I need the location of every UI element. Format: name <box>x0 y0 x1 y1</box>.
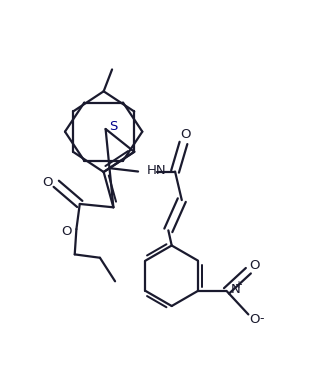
Text: O: O <box>249 313 260 326</box>
Text: O: O <box>62 226 72 239</box>
Text: -: - <box>260 312 264 325</box>
Text: O: O <box>249 259 260 272</box>
Text: S: S <box>109 120 117 133</box>
Text: O: O <box>43 176 53 189</box>
Text: N: N <box>231 283 240 296</box>
Text: +: + <box>234 280 241 290</box>
Text: HN: HN <box>147 164 166 177</box>
Text: O: O <box>180 128 190 141</box>
